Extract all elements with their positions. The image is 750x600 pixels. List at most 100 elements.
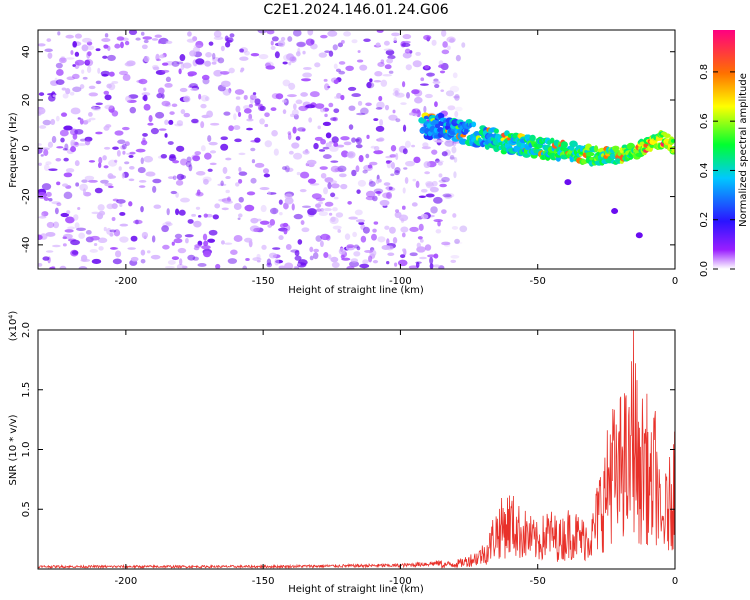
noise-blob [91,258,102,265]
noise-blob [368,255,373,263]
noise-blob [404,177,409,184]
noise-blob [203,213,208,218]
heatmap-x-label: Height of straight line (km) [288,285,424,296]
isolated-blob [635,232,643,239]
noise-blob [420,77,425,82]
noise-blob [62,236,67,240]
noise-blob [194,151,202,156]
snr-y-label: SNR (10 * v/v) [8,414,19,485]
noise-blob [180,109,186,115]
noise-blob [433,196,443,204]
noise-blob [449,85,460,93]
noise-blob [130,235,138,242]
noise-blob [267,191,271,195]
noise-blob [116,36,125,41]
signal-blob [593,145,599,153]
noise-blob [435,158,440,163]
noise-blob [320,34,328,39]
noise-blob [73,214,79,221]
noise-blob [331,261,340,269]
noise-blob [337,165,347,173]
noise-blob [244,237,253,243]
noise-blob [454,94,460,101]
noise-blob [143,87,147,91]
noise-blob [289,55,297,63]
noise-blob [164,265,175,269]
noise-blob [412,60,422,68]
noise-blob [373,188,384,194]
noise-blob [380,79,388,87]
noise-blob [270,45,276,51]
noise-blob [291,203,295,211]
noise-blob [455,54,461,62]
noise-blob [318,149,326,152]
noise-blob [353,244,360,249]
noise-blob [299,171,310,179]
noise-blob [212,214,219,220]
noise-blob [303,66,312,70]
noise-blob [415,51,421,56]
noise-blob [187,254,196,261]
noise-blob [365,81,375,89]
y-tick-label: 0 [21,145,32,151]
noise-blob [420,213,429,220]
noise-blob [51,201,61,205]
noise-blob [56,202,62,207]
noise-blob [88,112,93,117]
noise-blob [182,62,192,69]
noise-blob [224,242,233,245]
noise-blob [340,136,350,141]
noise-blob [62,183,69,187]
noise-blob [63,172,73,178]
noise-blob [65,57,75,60]
noise-blob [353,251,361,257]
noise-blob [327,85,331,89]
noise-blob [222,166,228,174]
noise-blob [398,214,409,222]
noise-blob [234,138,242,143]
noise-blob [122,150,126,155]
noise-blob [270,40,274,46]
noise-blob [315,208,322,212]
noise-blob [70,239,81,246]
noise-blob [299,189,307,193]
x-tick-label: -50 [530,276,546,287]
snr-y-multiplier: (x10⁴) [8,311,19,342]
noise-blob [223,200,234,204]
noise-blob [228,125,234,132]
noise-blob [150,254,161,260]
noise-blob [348,216,358,220]
noise-blob [384,64,392,70]
noise-blob [329,145,339,152]
noise-blob [261,244,267,250]
noise-blob [141,92,151,96]
noise-blob [111,216,116,222]
noise-blob [138,185,146,188]
noise-blob [120,41,124,49]
noise-blob [324,201,334,207]
noise-blob [204,96,210,102]
noise-blob [187,31,192,37]
noise-blob [104,104,114,110]
noise-blob [357,50,361,53]
noise-blob [151,235,156,243]
noise-blob [249,94,257,101]
heatmap-y-label: Frequency (Hz) [8,112,19,188]
noise-blob [335,68,342,73]
noise-blob [51,265,56,269]
noise-blob [143,103,151,111]
heatmap-x-axis: -200 -150 -100 -50 0 [115,30,678,287]
noise-blob [403,167,408,170]
noise-blob [174,233,183,239]
noise-blob [135,37,141,41]
noise-blob [84,59,91,66]
noise-blob [438,179,446,183]
noise-blob [187,219,194,224]
noise-blob [208,41,214,46]
noise-blob [72,64,76,67]
noise-blob [264,140,273,148]
noise-blob [191,118,199,124]
x-tick-label: 0 [672,276,678,287]
noise-blob [121,172,125,179]
noise-blob [280,36,286,42]
